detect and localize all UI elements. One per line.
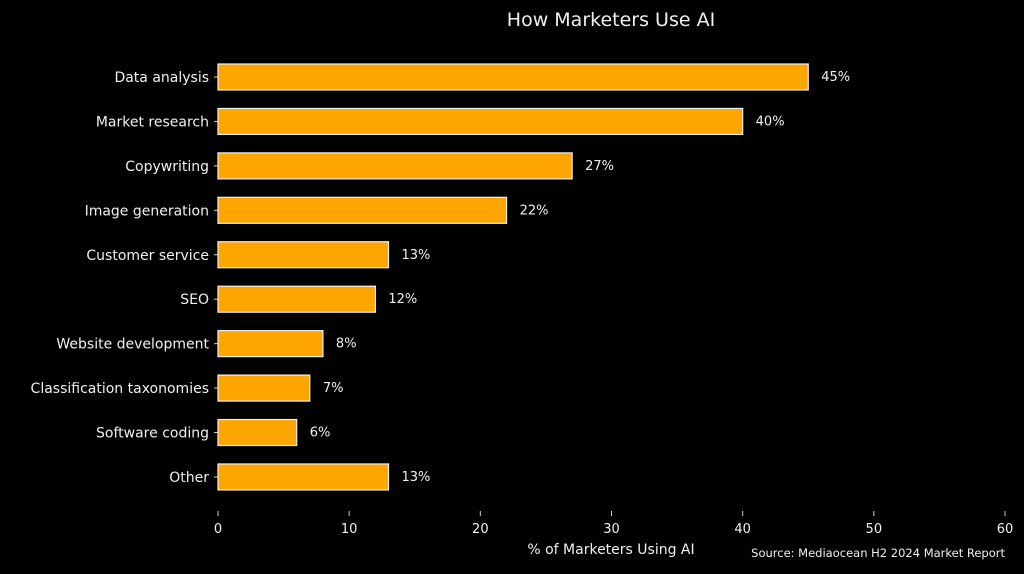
bar xyxy=(217,63,809,91)
x-tick-label: 60 xyxy=(997,522,1014,537)
y-tick-label: SEO xyxy=(180,292,209,308)
x-tick-label: 40 xyxy=(734,522,751,537)
chart-title: How Marketers Use AI xyxy=(507,9,715,31)
y-tick-label: Software coding xyxy=(96,426,209,442)
x-tick-label: 10 xyxy=(341,522,358,537)
data-label: 13% xyxy=(402,248,431,263)
data-label: 6% xyxy=(310,426,331,441)
bar xyxy=(217,285,376,313)
data-label: 8% xyxy=(336,337,357,352)
bar xyxy=(217,241,390,269)
x-axis-label: % of Marketers Using AI xyxy=(527,542,694,558)
bar xyxy=(217,196,508,224)
bars-group: Data analysis 45% Market research 40% Copywr… xyxy=(31,63,850,491)
bar xyxy=(217,374,311,402)
x-tick-label: 20 xyxy=(472,522,489,537)
bar xyxy=(217,107,744,136)
y-tick-label: Copywriting xyxy=(125,159,209,175)
data-label: 13% xyxy=(402,470,431,485)
y-tick-label: Image generation xyxy=(85,203,209,219)
y-tick-label: Market research xyxy=(96,114,209,130)
y-tick-label: Classification taxonomies xyxy=(31,381,209,397)
data-label: 45% xyxy=(821,70,850,85)
data-label: 12% xyxy=(388,292,417,307)
bar xyxy=(217,330,324,358)
data-label: 40% xyxy=(756,114,785,129)
bar xyxy=(217,152,573,180)
y-tick-label: Website development xyxy=(56,337,209,353)
y-tick-label: Data analysis xyxy=(114,70,209,86)
data-label: 27% xyxy=(585,159,614,174)
x-tick-label: 50 xyxy=(866,522,883,537)
data-label: 22% xyxy=(520,203,549,218)
source-note: Source: Mediaocean H2 2024 Market Report xyxy=(751,546,1005,560)
x-tick-label: 0 xyxy=(214,522,222,537)
y-tick-label: Customer service xyxy=(86,248,209,264)
data-label: 7% xyxy=(323,381,344,396)
x-axis: 0 10 20 30 40 50 60 xyxy=(214,511,1013,537)
bar xyxy=(217,463,390,491)
bar xyxy=(217,418,298,447)
y-tick-label: Other xyxy=(169,470,209,486)
x-tick-label: 30 xyxy=(603,522,620,537)
